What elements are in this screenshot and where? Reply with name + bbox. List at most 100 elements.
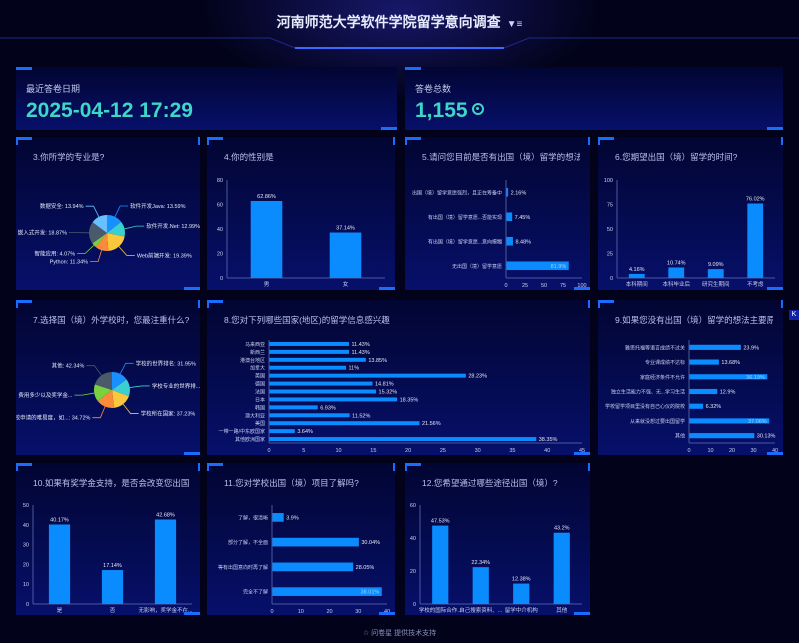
y-category-label: 日本 (255, 396, 265, 403)
eye-icon[interactable] (471, 103, 484, 116)
y-category-label: 从来就没想过要出国留学 (630, 418, 685, 425)
bar (472, 567, 489, 604)
pie-label: Python: 11.34% (50, 260, 89, 266)
page-title: 河南师范大学软件学院留学意向调查 (276, 14, 501, 30)
y-category-label: 有出国（境）留学意愿...意向模糊 (428, 238, 502, 245)
pie-leader-line (122, 403, 139, 414)
x-tick-label: 75 (560, 283, 566, 289)
pie-label: 学校所在国家: 37.23% (141, 410, 196, 418)
pie-leader-line (129, 385, 150, 388)
bar-value-label: 3.64% (297, 429, 313, 435)
x-category-label: 本科期间 (626, 280, 648, 288)
y-tick-label: 20 (410, 569, 416, 575)
y-category-label: 德国 (255, 381, 265, 388)
pie-slice (107, 233, 125, 251)
x-category-label: 否 (110, 607, 116, 614)
x-tick-label: 40 (544, 448, 550, 454)
total-responses-label: 答卷总数 (415, 84, 452, 94)
x-category-label: 研究生期间 (702, 280, 730, 288)
pie-slice (92, 215, 107, 233)
pie-leader-line (114, 205, 129, 217)
bar (154, 519, 177, 604)
pie-label: 学校申请的难易度，如...: 34.72% (16, 414, 91, 422)
total-responses-card: 答卷总数 1,155 (405, 67, 783, 130)
chart-title: 10.如果有奖学金支持，是否会改变您出国（... (33, 478, 190, 488)
x-category-label: 自己搜索资料、... (459, 606, 503, 614)
side-collapse-button[interactable]: K (789, 310, 799, 320)
pie-leader-line (86, 365, 102, 376)
x-tick-label: 20 (405, 448, 411, 454)
pie-slice (92, 233, 107, 247)
x-tick-label: 0 (687, 448, 690, 454)
bar (506, 187, 509, 197)
bar (269, 357, 366, 362)
pie-slice (112, 379, 130, 397)
bar (269, 413, 350, 418)
bar-value-label: 37.06% (748, 419, 767, 425)
bar-value-label: 7.45% (515, 215, 531, 221)
chart-title: 7.选择国（境）外学校时，您最注重什么?... (33, 315, 190, 325)
y-category-label: 等有出国意向时再了解 (218, 564, 268, 571)
pie-slice (94, 372, 112, 390)
x-tick-label: 10 (298, 609, 304, 615)
y-category-label: 了解，很清晰 (238, 514, 268, 521)
pie-label: 数据安全: 13.94% (40, 202, 84, 210)
x-tick-label: 40 (772, 448, 778, 454)
bar-value-label: 76.02% (746, 197, 765, 203)
bar-value-label: 21.56% (422, 421, 441, 427)
pie-label: 费用多少以及奖学金... (18, 391, 73, 399)
x-category-label: 留学中介机构 (505, 606, 539, 614)
bar-value-label: 15.32% (379, 390, 398, 396)
bar-value-label: 47.53% (431, 519, 450, 525)
y-tick-label: 20 (23, 562, 29, 568)
bar-value-label: 6.93% (320, 405, 336, 411)
bar (689, 388, 718, 395)
y-category-label: 专业课成绩不达标 (645, 359, 685, 366)
filter-icon[interactable]: ▼≡ (506, 19, 523, 30)
y-category-label: 马来西亚 (245, 341, 265, 348)
bar-value-label: 9.09% (708, 262, 724, 268)
bar (506, 261, 569, 271)
chart-panel-q10: 10.如果有奖学金支持，是否会改变您出国（... 0 10 20 30 40 50 40.17… (16, 463, 200, 615)
pie-leader-line (85, 205, 100, 218)
x-tick-label: 30 (750, 448, 756, 454)
x-tick-label: 35 (509, 448, 515, 454)
bar-value-label: 36.19% (746, 375, 765, 381)
pie-label: 其他: 42.34% (52, 362, 85, 370)
chart-q9: 0 10 20 30 40 23.9% 雅思托福等语言成绩不过关 13.68% 专业课成绩不达标… (605, 340, 778, 454)
chart-q7: 学校的世界排名: 31.95% 学校专业的世界排... 学校所在国家: 37.23%… (16, 359, 200, 422)
y-category-label: 独立生活能力不强、无...学习生活 (611, 389, 685, 396)
bar-value-label: 42.68% (156, 512, 175, 518)
pie-label: 软件开发.Net: 12.99% (146, 222, 200, 230)
y-category-label: 其他 (675, 433, 685, 440)
x-category-label: 其他 (556, 606, 568, 614)
bar (269, 389, 377, 394)
pie-label: 嵌入式开发: 18.87% (18, 229, 67, 237)
bar-value-label: 43.2% (554, 526, 570, 532)
pie-label: 智能应用: 4.07% (34, 250, 75, 258)
y-tick-label: 80 (217, 178, 223, 184)
chart-panel-q3: 3.你所学的专业是? 软件开发Java: 13.59% 软件开发.Net: 12.9… (16, 137, 200, 290)
pie-leader-line (74, 392, 95, 396)
bar (48, 524, 71, 604)
y-tick-label: 50 (607, 227, 613, 233)
x-category-label: 女 (343, 280, 349, 288)
y-tick-label: 0 (413, 602, 416, 608)
bar (269, 373, 466, 378)
pie-leader-line (77, 245, 95, 254)
bar-value-label: 14.81% (375, 382, 394, 388)
chart-panel-q11: 11.您对学校出国（境）项目了解吗? 0 10 20 30 40 3.9% 了解，很清晰 30.… (207, 463, 395, 615)
pie-leader-line (124, 225, 145, 230)
y-tick-label: 10 (23, 582, 29, 588)
x-tick-label: 40 (384, 609, 390, 615)
x-tick-label: 10 (335, 448, 341, 454)
pie-label: 学校的世界排名: 31.95% (136, 359, 196, 367)
chart-title: 12.您希望通过哪些途径出国（境）? (422, 478, 558, 488)
y-tick-label: 40 (217, 227, 223, 233)
bar-value-label: 11.43% (352, 350, 370, 356)
bar-value-label: 17.14% (103, 563, 122, 569)
y-tick-label: 40 (410, 536, 416, 542)
bar-value-label: 30.04% (361, 540, 380, 546)
x-tick-label: 30 (475, 448, 481, 454)
x-tick-label: 0 (267, 448, 270, 454)
